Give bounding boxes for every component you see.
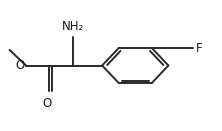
Text: NH₂: NH₂ [62, 20, 85, 33]
Text: O: O [16, 59, 25, 72]
Text: F: F [196, 42, 202, 54]
Text: O: O [42, 97, 52, 110]
